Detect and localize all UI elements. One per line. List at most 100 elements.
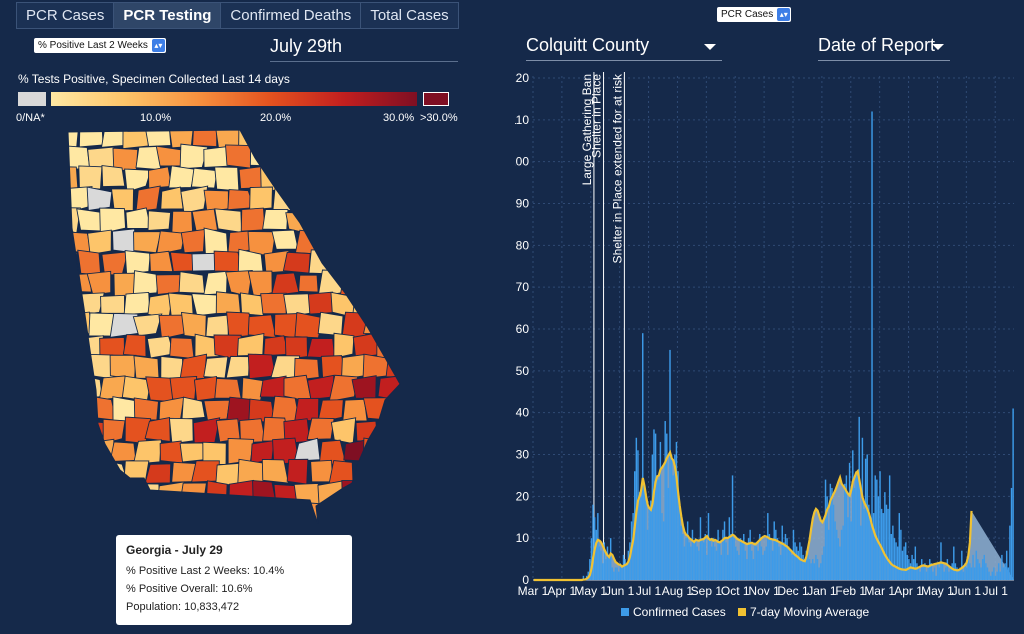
- bar[interactable]: [781, 525, 783, 580]
- bar[interactable]: [690, 546, 692, 580]
- bar[interactable]: [935, 575, 937, 580]
- bar[interactable]: [882, 513, 884, 580]
- bar[interactable]: [989, 575, 992, 580]
- bar[interactable]: [842, 525, 844, 580]
- bar[interactable]: [751, 550, 753, 580]
- bar[interactable]: [844, 483, 846, 580]
- county[interactable]: [317, 480, 345, 506]
- bar[interactable]: [650, 500, 652, 580]
- bar[interactable]: [917, 567, 920, 580]
- county[interactable]: [144, 416, 171, 442]
- county[interactable]: [179, 143, 209, 170]
- bar[interactable]: [702, 542, 705, 580]
- county[interactable]: [183, 525, 205, 528]
- county[interactable]: [169, 375, 198, 400]
- bar[interactable]: [906, 554, 909, 580]
- bar[interactable]: [624, 559, 626, 580]
- bar[interactable]: [589, 559, 591, 580]
- county[interactable]: [355, 420, 379, 442]
- bar[interactable]: [981, 559, 984, 580]
- bar[interactable]: [896, 546, 899, 580]
- county[interactable]: [132, 439, 162, 465]
- county[interactable]: [306, 337, 336, 359]
- bar[interactable]: [645, 500, 647, 580]
- county[interactable]: [115, 523, 137, 528]
- bar[interactable]: [795, 546, 798, 580]
- bar[interactable]: [808, 559, 811, 580]
- bar[interactable]: [629, 542, 631, 580]
- bar[interactable]: [864, 458, 867, 580]
- county[interactable]: [252, 480, 278, 508]
- county[interactable]: [133, 397, 159, 421]
- county[interactable]: [65, 273, 92, 293]
- county[interactable]: [180, 228, 206, 254]
- county[interactable]: [295, 526, 323, 528]
- county[interactable]: [270, 272, 300, 297]
- county[interactable]: [203, 356, 229, 379]
- bar[interactable]: [775, 529, 777, 580]
- county[interactable]: [388, 271, 405, 297]
- bar[interactable]: [658, 479, 660, 580]
- county[interactable]: [102, 418, 126, 445]
- bar[interactable]: [616, 567, 618, 580]
- bar[interactable]: [800, 546, 803, 580]
- bar[interactable]: [847, 517, 849, 580]
- county[interactable]: [306, 206, 336, 234]
- county[interactable]: [111, 482, 138, 506]
- bar[interactable]: [714, 546, 716, 580]
- county[interactable]: [133, 231, 162, 254]
- bar[interactable]: [755, 546, 758, 580]
- county[interactable]: [330, 417, 357, 445]
- bar[interactable]: [651, 454, 654, 581]
- county[interactable]: [214, 166, 240, 192]
- bar[interactable]: [717, 529, 719, 580]
- bar[interactable]: [696, 546, 698, 580]
- county[interactable]: [351, 375, 377, 400]
- county[interactable]: [86, 270, 112, 296]
- bar[interactable]: [709, 538, 711, 580]
- bar[interactable]: [949, 567, 952, 580]
- county[interactable]: [78, 165, 103, 190]
- county[interactable]: [329, 206, 358, 232]
- county[interactable]: [282, 251, 311, 274]
- tab-confirmed-deaths[interactable]: Confirmed Deaths: [221, 3, 362, 28]
- bar[interactable]: [741, 542, 743, 580]
- county[interactable]: [191, 460, 220, 483]
- bar[interactable]: [975, 550, 977, 580]
- bar[interactable]: [704, 533, 706, 580]
- bar[interactable]: [617, 571, 620, 580]
- county[interactable]: [214, 378, 242, 399]
- county[interactable]: [317, 311, 344, 337]
- bar[interactable]: [653, 429, 655, 580]
- county[interactable]: [261, 458, 289, 484]
- county[interactable]: [123, 291, 151, 316]
- county[interactable]: [149, 250, 174, 273]
- bar[interactable]: [662, 521, 665, 580]
- bar[interactable]: [759, 533, 761, 580]
- county[interactable]: [132, 313, 163, 337]
- bar[interactable]: [747, 538, 750, 580]
- bar[interactable]: [1001, 554, 1003, 580]
- county[interactable]: [387, 439, 405, 466]
- county[interactable]: [158, 314, 186, 340]
- county[interactable]: [158, 523, 186, 528]
- bar[interactable]: [799, 542, 801, 580]
- bar[interactable]: [776, 538, 779, 580]
- county[interactable]: [192, 503, 220, 524]
- county-cells[interactable]: [60, 128, 405, 528]
- bar[interactable]: [1010, 487, 1013, 580]
- county[interactable]: [249, 144, 277, 167]
- bar[interactable]: [940, 542, 942, 580]
- county[interactable]: [64, 526, 93, 528]
- county[interactable]: [387, 149, 405, 171]
- county[interactable]: [60, 419, 81, 442]
- county[interactable]: [379, 459, 403, 485]
- bar[interactable]: [608, 554, 610, 580]
- county-dropdown[interactable]: Colquitt County: [526, 35, 722, 61]
- bar[interactable]: [957, 571, 960, 580]
- bar[interactable]: [994, 575, 997, 580]
- bar[interactable]: [675, 441, 678, 580]
- bar[interactable]: [892, 525, 894, 580]
- bar[interactable]: [642, 333, 644, 580]
- bar[interactable]: [937, 563, 939, 580]
